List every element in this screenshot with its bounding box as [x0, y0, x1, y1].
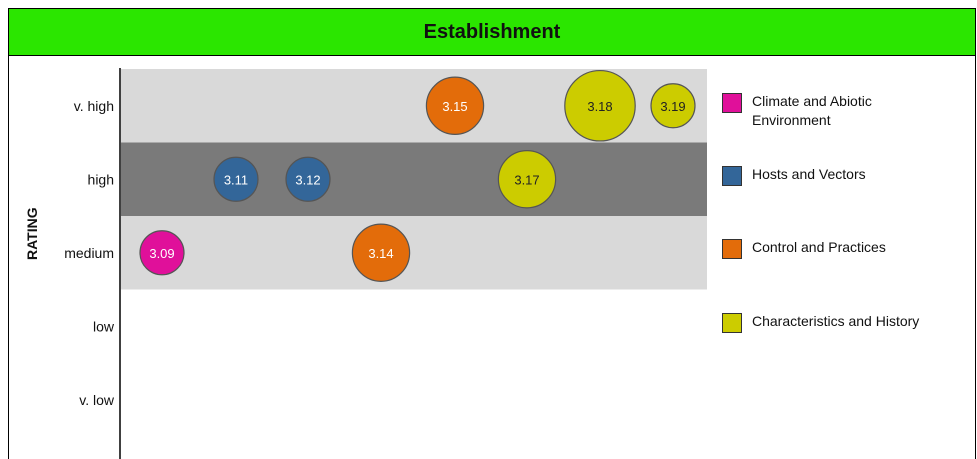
bubble-3-14: [351, 223, 411, 282]
legend-swatch: [722, 93, 742, 113]
bubble-3-12: [285, 156, 331, 202]
legend-item: Hosts and Vectors: [722, 165, 922, 186]
y-tick-label: medium: [64, 245, 114, 261]
bubble-3-19: [650, 83, 696, 129]
legend-item: Climate and Abiotic Environment: [722, 92, 922, 130]
chart-title: Establishment: [8, 8, 976, 56]
legend-label: Characteristics and History: [752, 313, 920, 329]
y-tick-label: v. low: [79, 392, 115, 408]
bubble-3-09: [139, 230, 185, 276]
y-tick-label: v. high: [74, 98, 114, 114]
bubble-label: 3.09: [149, 246, 174, 261]
bubble-label: 3.17: [514, 172, 539, 187]
legend-label: Hosts and Vectors: [752, 166, 866, 182]
bubble-3-18: [564, 69, 636, 142]
legend-swatch: [722, 313, 742, 333]
legend-label: Control and Practices: [752, 239, 886, 255]
y-tick-label: low: [93, 318, 115, 334]
legend-label: Climate and Abiotic Environment: [752, 93, 872, 128]
legend-swatch: [722, 166, 742, 186]
band-medium: [121, 216, 707, 290]
y-tick-label: high: [88, 171, 114, 187]
bubble-label: 3.18: [587, 99, 612, 114]
bubble-3-15: [425, 76, 485, 135]
legend-item: Characteristics and History: [722, 312, 922, 333]
bubble-label: 3.15: [442, 99, 467, 114]
bubble-label: 3.19: [660, 99, 685, 114]
bubble-3-17: [497, 150, 557, 209]
band-high: [121, 142, 707, 216]
bubble-label: 3.11: [224, 172, 248, 187]
chart-frame: [8, 8, 976, 459]
legend-swatch: [722, 239, 742, 259]
bubble-label: 3.14: [368, 246, 393, 261]
legend-item: Control and Practices: [722, 238, 922, 259]
bubble-3-11: [213, 156, 259, 202]
bubble-label: 3.12: [295, 172, 320, 187]
